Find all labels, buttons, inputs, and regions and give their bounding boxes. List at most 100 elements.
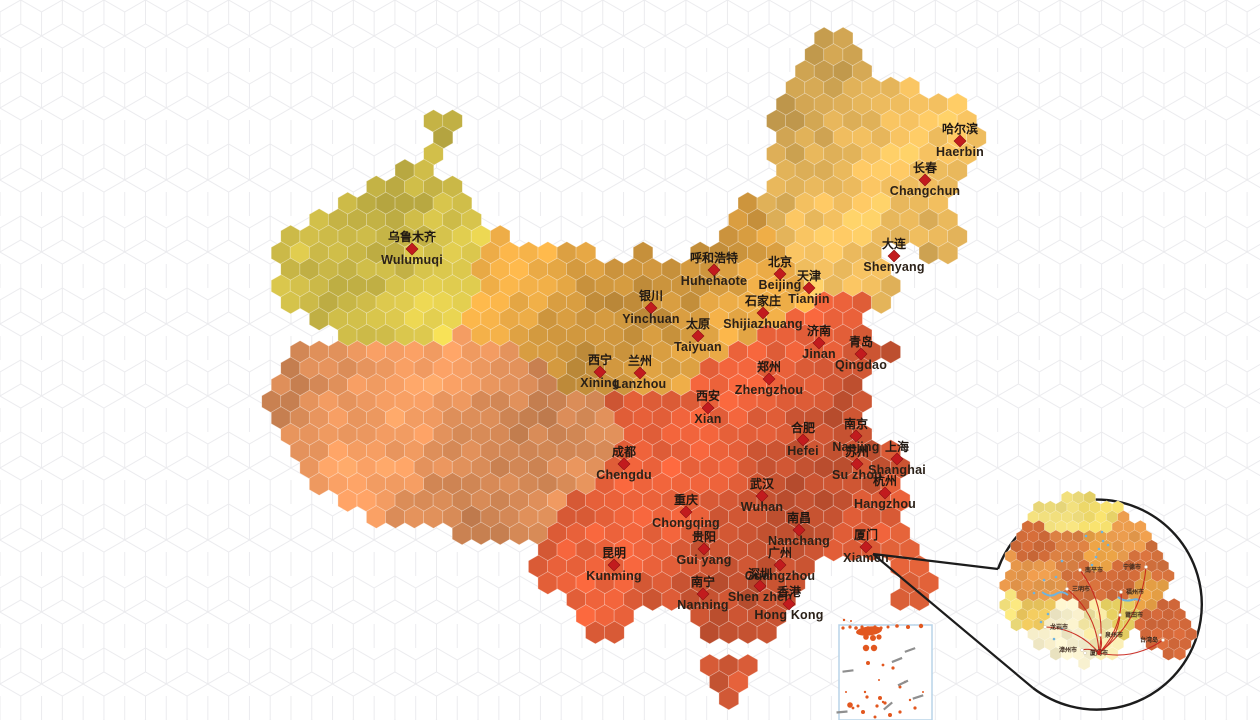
city-shijiazhuang[interactable]: 石家庄 Shijiazhuang — [723, 293, 803, 331]
city-marker-icon[interactable] — [849, 429, 863, 443]
city-marker-icon[interactable] — [878, 486, 892, 500]
city-marker-icon[interactable] — [697, 542, 711, 556]
city-marker-icon[interactable] — [802, 281, 816, 295]
inset-city-label[interactable]: 宁德市 — [1123, 563, 1148, 571]
city-nanning[interactable]: 南宁 Nanning — [677, 574, 728, 612]
inset-city-label[interactable]: 龙岩市 — [1043, 623, 1068, 631]
city-shanghai[interactable]: 上海 Shanghai — [868, 439, 926, 477]
city-marker-icon[interactable] — [762, 372, 776, 386]
city-marker-icon[interactable] — [696, 587, 710, 601]
city-shen-zhen[interactable]: 深圳 Shen zhen — [728, 566, 792, 604]
city-chongqing[interactable]: 重庆 Chongqing — [652, 492, 720, 530]
city-hefei[interactable]: 合肥 Hefei — [787, 420, 819, 458]
city-taiyuan[interactable]: 太原 Taiyuan — [674, 316, 722, 354]
china-hexagon-map — [261, 26, 987, 711]
inset-city-name: 南平市 — [1085, 566, 1103, 574]
city-wulumuqi[interactable]: 乌鲁木齐 Wulumuqi — [381, 229, 443, 267]
inset-city-label[interactable]: 漳州市 — [1059, 646, 1084, 654]
city-marker-icon[interactable] — [405, 242, 419, 256]
hex-tile-southeast-red — [880, 340, 901, 364]
city-marker-icon[interactable] — [756, 306, 770, 320]
city-lanzhou[interactable]: 兰州 Lanzhou — [614, 353, 667, 391]
flight-line — [1079, 569, 1102, 654]
inset-city-label[interactable]: 台湾岛 — [1140, 636, 1165, 644]
flight-line — [1098, 614, 1121, 654]
city-nanchang[interactable]: 南昌 Nanchang — [768, 510, 830, 548]
city-name-en: Hong Kong — [754, 608, 823, 622]
city-name-en: Yinchuan — [622, 312, 679, 326]
city-marker-icon[interactable] — [887, 249, 901, 263]
lake-dot — [1100, 530, 1104, 534]
city-wuhan[interactable]: 武汉 Wuhan — [741, 476, 783, 514]
island-dot — [861, 710, 865, 714]
city-shenyang[interactable]: 大连 Shenyang — [863, 236, 924, 274]
city-marker-icon[interactable] — [854, 347, 868, 361]
city-name-zh: 苏州 — [845, 444, 869, 459]
city-name-zh: 西宁 — [588, 352, 612, 367]
city-marker-icon[interactable] — [753, 579, 767, 593]
inset-city-dot — [1080, 648, 1084, 652]
island-dot — [922, 691, 924, 693]
city-marker-icon[interactable] — [633, 366, 647, 380]
city-marker-icon[interactable] — [918, 173, 932, 187]
inset-city-label[interactable]: 福州市 — [1119, 588, 1144, 596]
inset-city-label[interactable]: 厦门市 — [1083, 649, 1108, 657]
island-dot — [841, 626, 845, 630]
city-marker-icon[interactable] — [593, 365, 607, 379]
city-marker-icon[interactable] — [782, 597, 796, 611]
boundary-dash — [842, 669, 854, 673]
city-changchun[interactable]: 长春 Changchun — [890, 160, 961, 198]
city-tianjin[interactable]: 天津 Tianjin — [788, 268, 829, 306]
inset-city-label[interactable]: 莆田市 — [1118, 611, 1143, 619]
city-name-zh: 贵阳 — [692, 529, 716, 544]
inset-hex-tile — [1106, 646, 1119, 661]
city-marker-icon[interactable] — [679, 505, 693, 519]
city-marker-icon[interactable] — [773, 267, 787, 281]
inset-city-dot — [1098, 633, 1102, 637]
island-dot — [881, 700, 885, 704]
city-marker-icon[interactable] — [607, 558, 621, 572]
city-marker-icon[interactable] — [792, 523, 806, 537]
city-haerbin[interactable]: 哈尔滨 Haerbin — [936, 121, 984, 159]
city-guangzhou[interactable]: 广州 Guangzhou — [745, 545, 816, 583]
city-kunming[interactable]: 昆明 Kunming — [586, 546, 642, 583]
city-xining[interactable]: 西宁 Xining — [580, 352, 619, 390]
city-su-zhou[interactable]: 苏州 Su zhou — [832, 444, 882, 482]
city-marker-icon[interactable] — [701, 401, 715, 415]
city-marker-icon[interactable] — [707, 263, 721, 277]
inset-city-label[interactable]: 南平市 — [1078, 566, 1103, 574]
city-nanjing[interactable]: 南京 Nanjing — [832, 416, 879, 454]
city-chengdu[interactable]: 成都 Chengdu — [596, 444, 652, 482]
city-name-zh: 深圳 — [748, 566, 772, 581]
city-zhengzhou[interactable]: 郑州 Zhengzhou — [735, 359, 803, 397]
inset-city-label[interactable]: 泉州市 — [1098, 631, 1123, 639]
inset-hex-tile — [1077, 656, 1091, 671]
city-marker-icon[interactable] — [773, 558, 787, 572]
city-marker-icon[interactable] — [850, 457, 864, 471]
city-yinchuan[interactable]: 银川 Yinchuan — [622, 288, 679, 326]
city-beijing[interactable]: 北京 Beijing — [758, 254, 801, 292]
city-name-en: Shenyang — [863, 260, 924, 274]
island-dot — [891, 666, 895, 670]
city-marker-icon[interactable] — [755, 489, 769, 503]
city-huhehaote[interactable]: 呼和浩特 Huhehaote — [681, 250, 747, 288]
city-name-zh: 太原 — [686, 316, 710, 331]
city-marker-icon[interactable] — [859, 540, 873, 554]
city-jinan[interactable]: 济南 Jinan — [802, 323, 836, 361]
city-marker-icon[interactable] — [796, 433, 810, 447]
inset-city-label[interactable]: 三明市 — [1065, 585, 1090, 593]
city-marker-icon[interactable] — [691, 329, 705, 343]
city-marker-icon[interactable] — [953, 134, 967, 148]
inset-city-name: 福州市 — [1125, 588, 1144, 596]
city-qingdao[interactable]: 青岛 Qingdao — [835, 334, 887, 372]
city-marker-icon[interactable] — [644, 301, 658, 315]
city-marker-icon[interactable] — [890, 452, 904, 466]
city-hangzhou[interactable]: 杭州 Hangzhou — [854, 473, 916, 511]
city-gui-yang[interactable]: 贵阳 Gui yang — [676, 529, 731, 567]
city-xian[interactable]: 西安 Xian — [694, 388, 721, 426]
city-hong-kong[interactable]: 香港 Hong Kong — [754, 584, 823, 622]
city-name-en: Kunming — [586, 569, 642, 583]
city-marker-icon[interactable] — [617, 457, 631, 471]
city-marker-icon[interactable] — [812, 336, 826, 350]
